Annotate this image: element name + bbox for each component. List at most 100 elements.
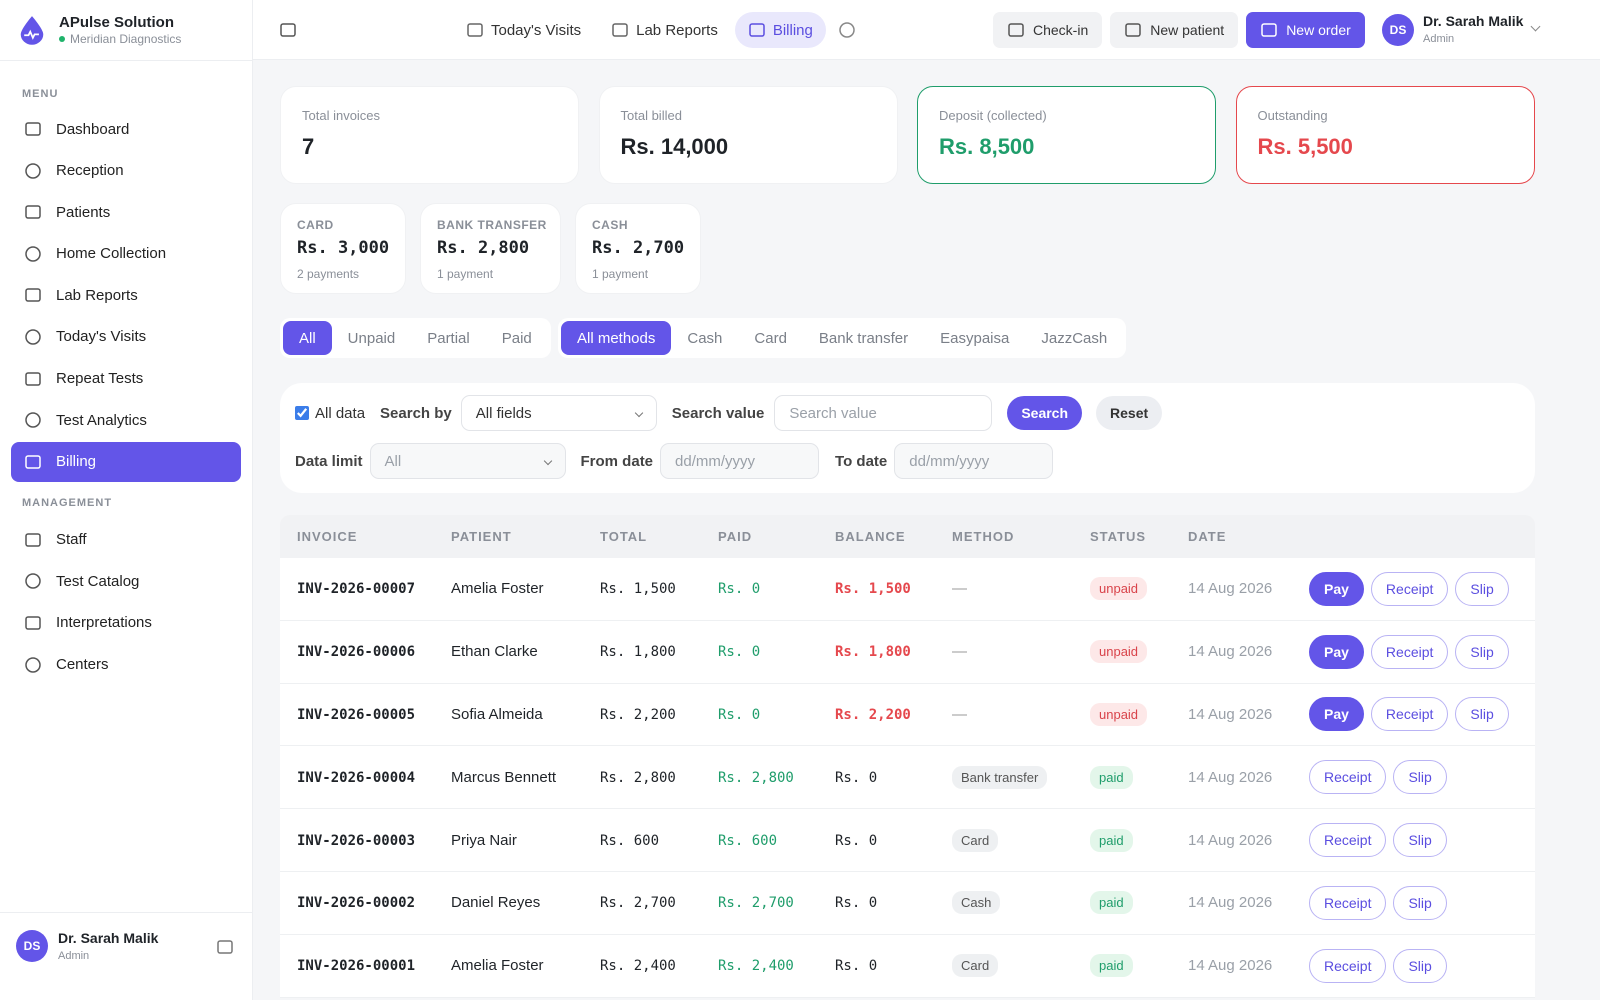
- nav-item[interactable]: Interpretations: [11, 603, 241, 643]
- status-badge: paid: [1090, 765, 1133, 789]
- summary-card: Deposit (collected) Rs. 8,500: [917, 86, 1216, 184]
- nav-label: Billing: [56, 453, 97, 471]
- cell: paid: [1090, 954, 1188, 978]
- nav-item[interactable]: Dashboard: [11, 109, 241, 149]
- nav-tab[interactable]: Lab Reports: [598, 12, 731, 48]
- select[interactable]: All fields: [460, 395, 657, 431]
- nav-item[interactable]: Today's Visits: [11, 317, 241, 357]
- icon: [25, 122, 41, 136]
- reset-button[interactable]: Reset: [1096, 396, 1163, 430]
- nav-item[interactable]: Test Catalog: [11, 561, 241, 601]
- nav-item[interactable]: Billing: [11, 441, 241, 482]
- placeholder: Search value: [789, 404, 877, 422]
- row-action[interactable]: Receipt: [1309, 823, 1387, 858]
- icon: [25, 162, 41, 179]
- cell: Rs. 2,700: [600, 894, 718, 911]
- cell: Rs. 2,200: [835, 706, 952, 723]
- user-name: Dr. Sarah Malik: [1423, 13, 1524, 29]
- row-action[interactable]: Slip: [1393, 948, 1447, 983]
- row-action[interactable]: Pay: [1309, 571, 1364, 606]
- paid: Rs. 2,700: [718, 895, 794, 912]
- cell: Card: [952, 828, 1090, 852]
- row-action[interactable]: Slip: [1455, 571, 1509, 606]
- cell: 14 Aug 2026: [1188, 957, 1309, 974]
- row-action[interactable]: Receipt: [1309, 760, 1387, 795]
- row-action[interactable]: Slip: [1393, 823, 1447, 858]
- cell: 14 Aug 2026: [1188, 894, 1309, 911]
- select[interactable]: All: [369, 443, 566, 479]
- filter-pill[interactable]: Paid: [501, 329, 532, 347]
- nav-item[interactable]: Home Collection: [11, 234, 241, 274]
- cell: INV-2026-00003: [297, 832, 451, 849]
- nav-tab[interactable]: Today's Visits: [453, 12, 594, 48]
- user-name: Dr. Sarah Malik: [58, 930, 159, 946]
- nav-label: Test Analytics: [56, 411, 147, 429]
- nav-label: Lab Reports: [56, 286, 138, 304]
- row-action[interactable]: Pay: [1309, 697, 1364, 732]
- balance: Rs. 1,800: [835, 644, 911, 661]
- row-action[interactable]: Receipt: [1370, 634, 1449, 669]
- cell: Bank transfer: [952, 765, 1090, 789]
- filter-pill[interactable]: All methods: [561, 321, 672, 355]
- filter-pill[interactable]: JazzCash: [1041, 329, 1108, 347]
- text-input[interactable]: Search value: [774, 395, 993, 431]
- filter-pill[interactable]: Easypaisa: [940, 329, 1010, 347]
- icon: [839, 22, 855, 38]
- filter-pill[interactable]: Card: [754, 329, 787, 347]
- icon: [1008, 23, 1024, 37]
- nav-item[interactable]: Repeat Tests: [11, 359, 241, 399]
- cell: INV-2026-00001: [297, 957, 451, 974]
- total: Rs. 600: [600, 832, 660, 849]
- row-action[interactable]: Receipt: [1370, 697, 1449, 732]
- method-count: 2 payments: [297, 267, 360, 281]
- nav-label: Centers: [56, 656, 109, 674]
- table-row: INV-2026-00006 Ethan Clarke Rs. 1,800 Rs. 0…: [280, 620, 1535, 684]
- placeholder: dd/mm/yyyy: [675, 452, 756, 470]
- column-header: STATUS: [1090, 529, 1147, 544]
- top-user[interactable]: DS Dr. Sarah Malik Admin: [1382, 13, 1582, 49]
- nav-item[interactable]: Lab Reports: [11, 275, 241, 315]
- nav-item[interactable]: Staff: [11, 520, 241, 560]
- filter-settings[interactable]: [830, 12, 856, 48]
- nav-item[interactable]: Reception: [11, 151, 241, 191]
- summary-label: Total invoices: [302, 108, 381, 123]
- all-data[interactable]: All data: [295, 405, 365, 422]
- nav-tab[interactable]: Billing: [734, 12, 826, 48]
- filter-pill[interactable]: All: [283, 321, 332, 355]
- filter-pill[interactable]: Partial: [427, 329, 470, 347]
- filter-pill[interactable]: Bank transfer: [818, 329, 909, 347]
- row-action[interactable]: Slip: [1455, 634, 1509, 669]
- row-action[interactable]: Pay: [1309, 634, 1364, 669]
- action-button[interactable]: New order: [1246, 12, 1365, 48]
- table-row: INV-2026-00004 Marcus Bennett Rs. 2,800 Rs.…: [280, 746, 1535, 810]
- cell: 14 Aug 2026: [1188, 643, 1309, 660]
- row-action[interactable]: Receipt: [1309, 885, 1387, 920]
- sidebar-toggle[interactable]: [279, 21, 297, 44]
- row-action[interactable]: Slip: [1455, 697, 1509, 732]
- main-content: Total invoices 7 Total billed Rs. 14,000 Dep…: [253, 60, 1600, 1000]
- nav-item[interactable]: Test Analytics: [11, 400, 241, 440]
- row-action[interactable]: Receipt: [1370, 571, 1449, 606]
- row-action[interactable]: Slip: [1393, 760, 1447, 795]
- action-label: New order: [1286, 22, 1351, 38]
- nav-item[interactable]: Centers: [11, 645, 241, 685]
- cell: 14 Aug 2026: [1188, 580, 1309, 597]
- action-button[interactable]: New patient: [1110, 12, 1239, 48]
- action-button[interactable]: Check-in: [993, 12, 1103, 48]
- cell: INV-2026-00007: [297, 580, 451, 597]
- filter-pill[interactable]: Unpaid: [347, 329, 396, 347]
- method-label: BANK TRANSFER: [437, 218, 547, 232]
- row-action[interactable]: Slip: [1393, 885, 1447, 920]
- cell: Rs. 0: [835, 832, 952, 849]
- icon: [25, 371, 41, 386]
- date-input[interactable]: dd/mm/yyyy: [894, 443, 1054, 479]
- date-input[interactable]: dd/mm/yyyy: [660, 443, 820, 479]
- all-data-checkbox[interactable]: [295, 406, 309, 420]
- nav-item[interactable]: Patients: [11, 192, 241, 232]
- summary-label: Deposit (collected): [939, 108, 1047, 123]
- method: Card: [952, 828, 999, 852]
- filter-pill[interactable]: Cash: [687, 329, 723, 347]
- row-action[interactable]: Receipt: [1309, 948, 1387, 983]
- search-button[interactable]: Search: [1007, 396, 1083, 430]
- logout[interactable]: [216, 938, 234, 961]
